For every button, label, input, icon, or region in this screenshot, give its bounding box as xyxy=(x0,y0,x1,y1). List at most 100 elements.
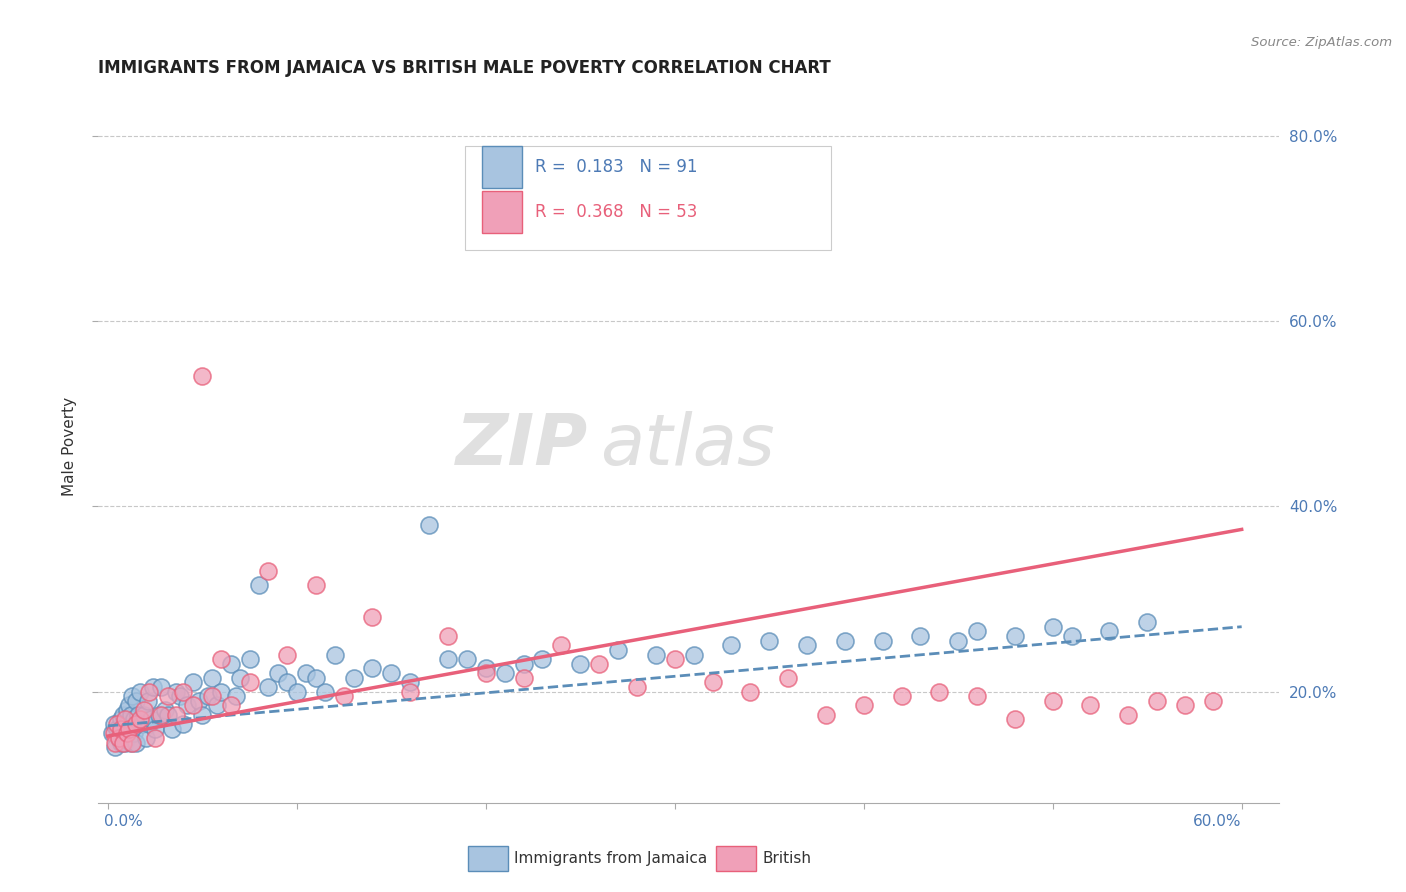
Point xyxy=(131,717,153,731)
FancyBboxPatch shape xyxy=(482,191,523,233)
Point xyxy=(124,726,146,740)
Point xyxy=(114,712,136,726)
Point xyxy=(114,735,136,749)
Point xyxy=(494,666,516,681)
Point xyxy=(569,657,592,671)
Point xyxy=(149,680,172,694)
Point xyxy=(121,735,143,749)
Point xyxy=(103,717,125,731)
FancyBboxPatch shape xyxy=(716,847,756,871)
Point xyxy=(720,638,742,652)
Point xyxy=(778,671,800,685)
Point xyxy=(1202,694,1225,708)
Point xyxy=(165,707,187,722)
Point xyxy=(966,690,988,704)
Point xyxy=(143,731,166,745)
Point xyxy=(209,652,232,666)
Point xyxy=(132,707,155,722)
Point xyxy=(105,717,128,731)
Point xyxy=(125,735,148,749)
Point xyxy=(512,671,534,685)
Point xyxy=(588,657,610,671)
Point xyxy=(111,726,134,740)
Point xyxy=(702,675,724,690)
Point xyxy=(120,735,142,749)
Point xyxy=(149,707,172,722)
Point xyxy=(361,661,384,675)
Point xyxy=(437,652,460,666)
Point xyxy=(124,712,146,726)
Point xyxy=(333,690,356,704)
Point xyxy=(740,684,762,698)
Point xyxy=(181,698,204,713)
Point xyxy=(110,735,132,749)
Point xyxy=(172,684,194,698)
FancyBboxPatch shape xyxy=(482,145,523,188)
Text: Immigrants from Jamaica: Immigrants from Jamaica xyxy=(515,851,707,866)
Point xyxy=(928,684,950,698)
Point xyxy=(550,638,572,652)
Point xyxy=(1042,694,1064,708)
Point xyxy=(209,684,232,698)
Point xyxy=(475,661,498,675)
Text: 60.0%: 60.0% xyxy=(1194,814,1241,829)
Point xyxy=(257,680,280,694)
Point xyxy=(219,657,242,671)
Point xyxy=(1042,620,1064,634)
Point xyxy=(285,684,308,698)
Point xyxy=(136,694,159,708)
Point xyxy=(125,694,148,708)
Point xyxy=(267,666,290,681)
Point xyxy=(104,735,127,749)
Point xyxy=(160,722,183,736)
Point xyxy=(172,717,194,731)
Point xyxy=(644,648,666,662)
Text: R =  0.368   N = 53: R = 0.368 N = 53 xyxy=(536,203,697,221)
Point xyxy=(138,717,160,731)
Point xyxy=(129,712,152,726)
Point xyxy=(111,735,134,749)
Point xyxy=(814,707,837,722)
Point xyxy=(247,578,270,592)
Text: British: British xyxy=(762,851,811,866)
Point xyxy=(852,698,875,713)
Point xyxy=(1060,629,1083,643)
Point xyxy=(1098,624,1121,639)
Point xyxy=(115,717,138,731)
Point xyxy=(103,726,125,740)
Point xyxy=(239,675,262,690)
Point xyxy=(1146,694,1168,708)
Point xyxy=(664,652,686,666)
Point xyxy=(512,657,534,671)
Point xyxy=(141,712,163,726)
Text: Source: ZipAtlas.com: Source: ZipAtlas.com xyxy=(1251,36,1392,49)
Point xyxy=(118,722,141,736)
Text: IMMIGRANTS FROM JAMAICA VS BRITISH MALE POVERTY CORRELATION CHART: IMMIGRANTS FROM JAMAICA VS BRITISH MALE … xyxy=(98,59,831,77)
Point xyxy=(796,638,818,652)
Point xyxy=(201,671,224,685)
Point xyxy=(229,671,252,685)
Point xyxy=(135,731,157,745)
Point xyxy=(1116,707,1139,722)
Point xyxy=(114,722,136,736)
Point xyxy=(108,731,131,745)
Point xyxy=(437,629,460,643)
Point xyxy=(111,707,134,722)
Point xyxy=(115,703,138,717)
Point xyxy=(1136,615,1159,629)
Point xyxy=(187,694,209,708)
Point xyxy=(910,629,932,643)
Point xyxy=(129,684,152,698)
Point xyxy=(314,684,336,698)
Point xyxy=(682,648,704,662)
Point xyxy=(165,684,187,698)
Point xyxy=(323,648,346,662)
Point xyxy=(176,698,198,713)
Point xyxy=(948,633,970,648)
Point xyxy=(121,722,143,736)
Point xyxy=(191,707,214,722)
Point xyxy=(153,703,176,717)
Y-axis label: Male Poverty: Male Poverty xyxy=(62,396,77,496)
Point xyxy=(148,707,170,722)
Point xyxy=(191,369,214,384)
